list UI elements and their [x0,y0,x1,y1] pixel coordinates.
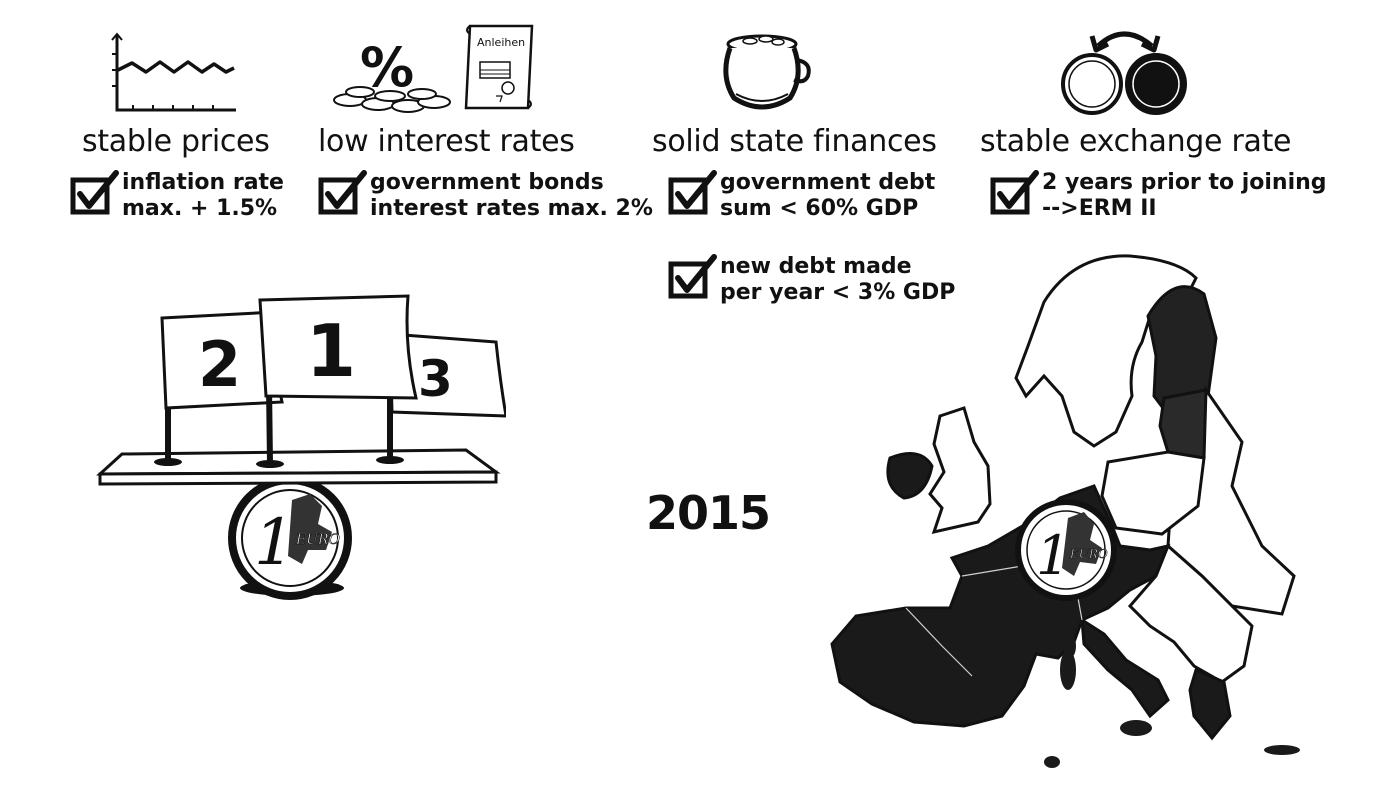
map-euro-coin-icon: 1 EURO [1015,499,1117,601]
checkbox-checked-icon [668,254,717,299]
criterion-check-bonds: government bonds interest rates max. 2% [318,170,653,222]
check-line: interest rates max. 2% [370,196,653,221]
check-line: government bonds [370,170,604,195]
check-line: -->ERM II [1042,196,1157,221]
check-line: max. + 1.5% [122,196,278,221]
criterion-check-new-debt: new debt made per year < 3% GDP [668,254,955,306]
flag-first: 1 [306,309,356,393]
check-line: per year < 3% GDP [720,280,956,305]
checkbox-checked-icon [70,170,119,215]
criterion-heading-low-interest: low interest rates [318,124,575,159]
coin-unit: EURO [295,532,341,548]
check-line: new debt made [720,254,912,279]
currency-exchange-icon [1061,31,1187,115]
podium-illustration: 1 EURO 3 2 1 [96,294,506,600]
criterion-heading-exchange-rate: stable exchange rate [980,124,1292,159]
year-label: 2015 [646,486,771,540]
checkbox-checked-icon [318,170,367,215]
europe-map: 1 EURO [830,254,1300,768]
bond-label: Anleihen [477,36,525,49]
price-chart-icon [111,32,236,112]
criterion-heading-state-finances: solid state finances [652,124,937,159]
map-coin-value: 1 [1036,524,1070,587]
flag-third: 3 [418,350,453,408]
coin-value: 1 [254,506,295,580]
criterion-heading-stable-prices: stable prices [82,124,270,159]
check-line: government debt [720,170,936,195]
flag-second: 2 [198,328,241,401]
coins-and-bonds-icon: % Anleihen [333,24,534,113]
map-coin-unit: EURO [1069,547,1108,561]
checkbox-checked-icon [668,170,717,215]
criterion-check-erm: 2 years prior to joining -->ERM II [990,170,1327,222]
check-line: 2 years prior to joining [1042,170,1327,195]
check-line: inflation rate [122,170,284,195]
criterion-check-debt-sum: government debt sum < 60% GDP [668,170,935,222]
checkbox-checked-icon [990,170,1039,215]
check-line: sum < 60% GDP [720,196,919,221]
criterion-check-inflation: inflation rate max. + 1.5% [70,170,284,222]
percent-symbol: % [360,36,414,99]
euro-coin-icon: 1 EURO [228,476,352,600]
money-pot-icon [723,34,811,110]
